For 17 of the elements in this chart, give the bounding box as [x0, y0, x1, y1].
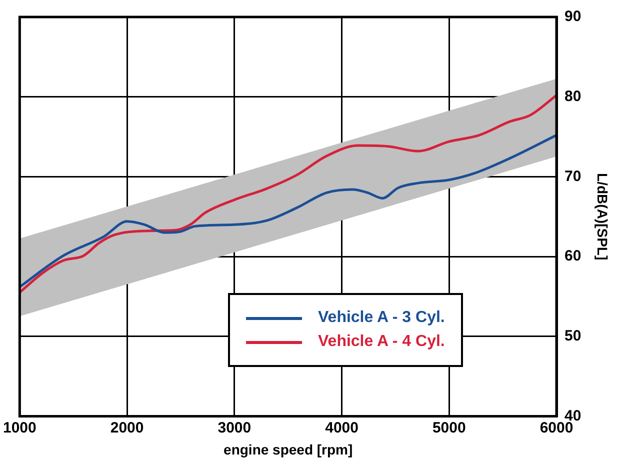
x-axis-title: engine speed [rpm]: [224, 441, 353, 458]
x-tick-label: 5000: [432, 419, 466, 436]
x-tick-label: 1000: [2, 419, 36, 436]
legend-label: Vehicle A - 3 Cyl.: [318, 309, 445, 327]
y-tick-label: 80: [564, 88, 582, 105]
x-tick-label: 6000: [540, 419, 574, 436]
y-tick-label: 50: [564, 328, 582, 344]
y-tick-label: 60: [564, 248, 582, 265]
y-tick-label: 70: [564, 168, 582, 185]
line-series: [20, 94, 557, 294]
x-tick-label: 3000: [218, 419, 252, 436]
line-series: [20, 134, 557, 288]
y-tick-label: 90: [564, 8, 582, 26]
x-tick-label: 2000: [110, 419, 144, 436]
y-axis-title: L/dB(A)[SPL]: [594, 173, 611, 260]
x-tick-label: 4000: [325, 419, 358, 436]
legend-label: Vehicle A - 4 Cyl.: [318, 333, 445, 351]
